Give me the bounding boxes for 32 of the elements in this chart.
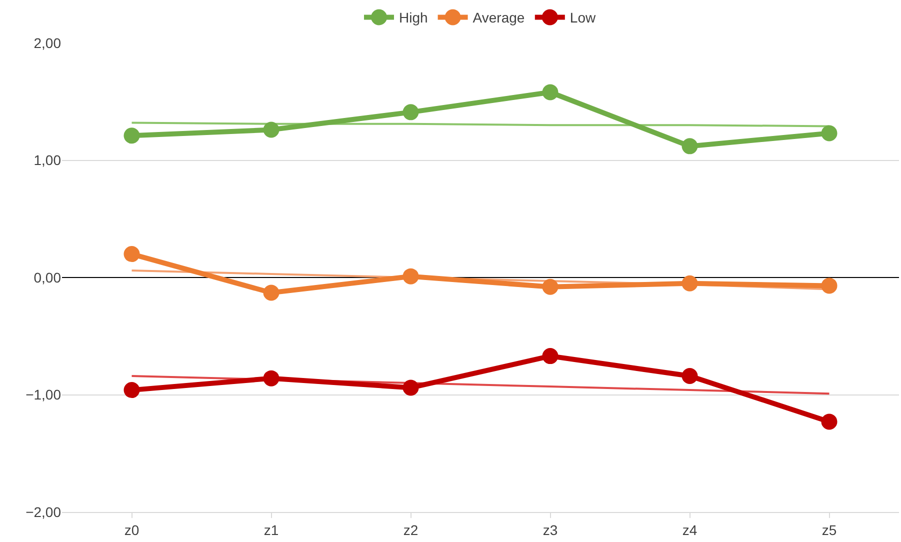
y-tick-label: 2,00 — [34, 34, 62, 51]
point — [124, 382, 140, 398]
y-tick-label: −1,00 — [26, 386, 62, 403]
point — [402, 104, 419, 120]
point — [821, 278, 838, 294]
point — [821, 414, 838, 430]
x-tick-label: z2 — [403, 522, 418, 538]
x-tick-label: z3 — [542, 522, 558, 538]
point — [402, 268, 419, 284]
point — [542, 278, 558, 295]
point — [682, 368, 698, 384]
x-tick-label: z5 — [822, 522, 837, 538]
y-tick-label: 1,00 — [34, 152, 62, 168]
legend-label: Average — [472, 10, 525, 26]
point — [542, 84, 558, 100]
legend-label: Low — [570, 10, 596, 26]
legend-label: High — [399, 10, 428, 26]
point — [124, 128, 140, 144]
point — [542, 348, 558, 364]
point — [682, 275, 698, 292]
x-tick-label: z1 — [264, 522, 279, 538]
point — [402, 380, 419, 396]
point — [263, 370, 280, 386]
x-tick-label: z4 — [682, 522, 698, 538]
y-tick-label: −2,00 — [26, 504, 62, 520]
x-tick-label: z0 — [124, 522, 140, 538]
point — [124, 246, 140, 262]
point — [263, 284, 280, 301]
point — [821, 125, 838, 142]
point — [263, 122, 280, 138]
point — [682, 138, 698, 154]
y-tick-label: 0,00 — [34, 269, 62, 286]
